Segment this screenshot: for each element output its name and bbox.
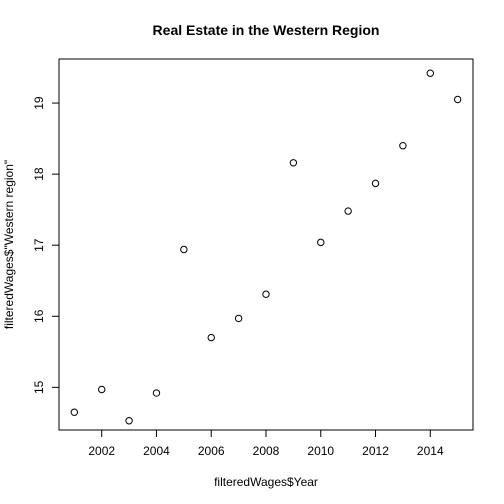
data-point: [426, 69, 434, 77]
data-point: [453, 95, 462, 104]
x-axis: 2002 2004 2006 2008 2010 2012 2014: [88, 430, 444, 458]
data-point: [289, 159, 298, 167]
data-points: [70, 69, 462, 425]
data-point: [344, 207, 352, 215]
x-tick-label: 2004: [143, 444, 170, 458]
data-point: [317, 238, 325, 247]
data-point: [262, 290, 270, 298]
y-axis: 15 16 17 18 19: [32, 96, 59, 394]
data-point: [207, 333, 215, 342]
y-axis-label: filteredWages$"Western region": [2, 160, 16, 329]
x-axis-label: filteredWages$Year: [214, 475, 318, 489]
plot-frame: [58, 58, 474, 431]
x-tick-label: 2006: [198, 444, 225, 458]
x-tick-label: 2008: [253, 444, 280, 458]
data-point: [399, 142, 407, 150]
data-point: [125, 417, 133, 425]
y-tick-label: 19: [32, 96, 46, 110]
data-point: [371, 179, 380, 188]
chart-title: Real Estate in the Western Region: [153, 22, 380, 38]
x-tick-label: 2012: [362, 444, 389, 458]
data-point: [152, 389, 161, 397]
data-point: [70, 408, 79, 416]
y-tick-label: 16: [32, 309, 46, 323]
x-tick-label: 2014: [417, 444, 444, 458]
y-tick-label: 18: [32, 167, 46, 181]
data-point: [180, 245, 188, 254]
y-tick-label: 15: [32, 380, 46, 394]
data-point: [98, 385, 106, 394]
data-point: [234, 314, 243, 323]
x-tick-label: 2010: [307, 444, 334, 458]
y-tick-label: 17: [32, 238, 46, 252]
x-tick-label: 2002: [88, 444, 115, 458]
